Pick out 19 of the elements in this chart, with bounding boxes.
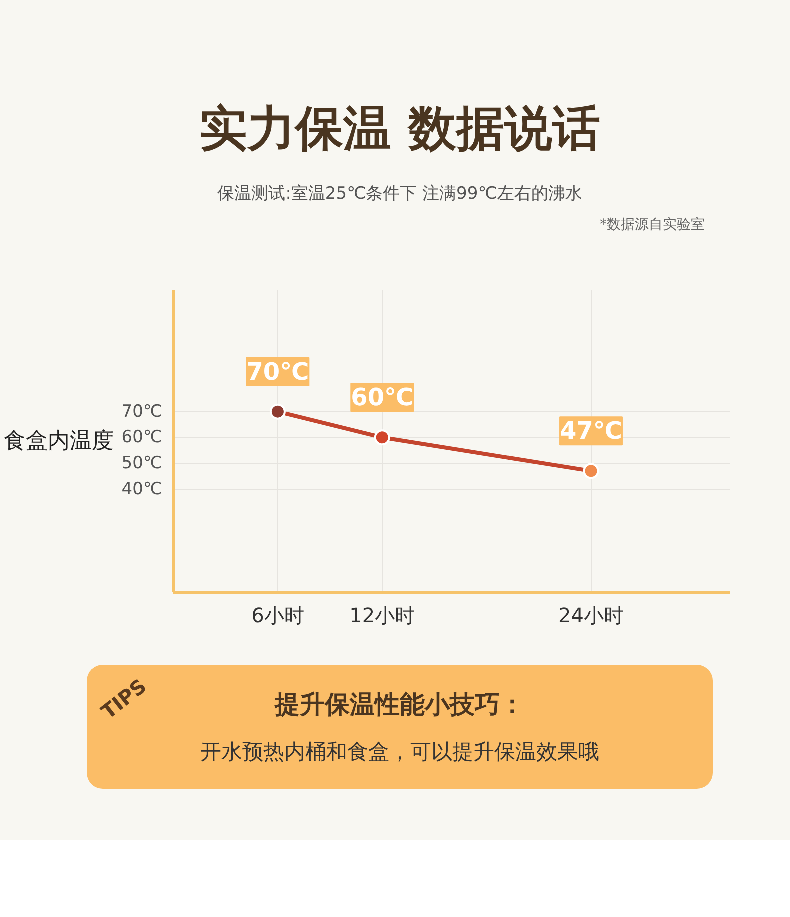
x-tick-label: 24小时 [558,604,624,628]
y-tick-label: 40℃ [122,479,163,500]
x-tick-label: 12小时 [350,604,416,628]
y-tick-label: 60℃ [122,428,163,448]
text: 提升保温性能小技巧： [275,690,525,719]
y-axis-title: 食盒内温度 [4,429,114,454]
chart-subtitle: 保温测试:室温25℃条件下 注满99℃左右的沸水 [216,182,584,206]
data-label: 47℃ [560,417,622,446]
text: 开水预热内桶和食盒，可以提升保温效果哦 [200,738,600,766]
point [270,404,286,420]
point [374,430,390,446]
data-label: 70℃ [246,358,310,386]
chart-title: 实力保温 数据说话 [198,100,602,159]
y-tick-label: 50℃ [122,453,163,474]
y-tick-label: 70℃ [122,402,163,422]
data-label: 60℃ [351,384,414,412]
point [583,463,600,480]
x-tick-label: 6小时 [252,604,304,628]
text: *数据源自实验室 [599,216,705,235]
